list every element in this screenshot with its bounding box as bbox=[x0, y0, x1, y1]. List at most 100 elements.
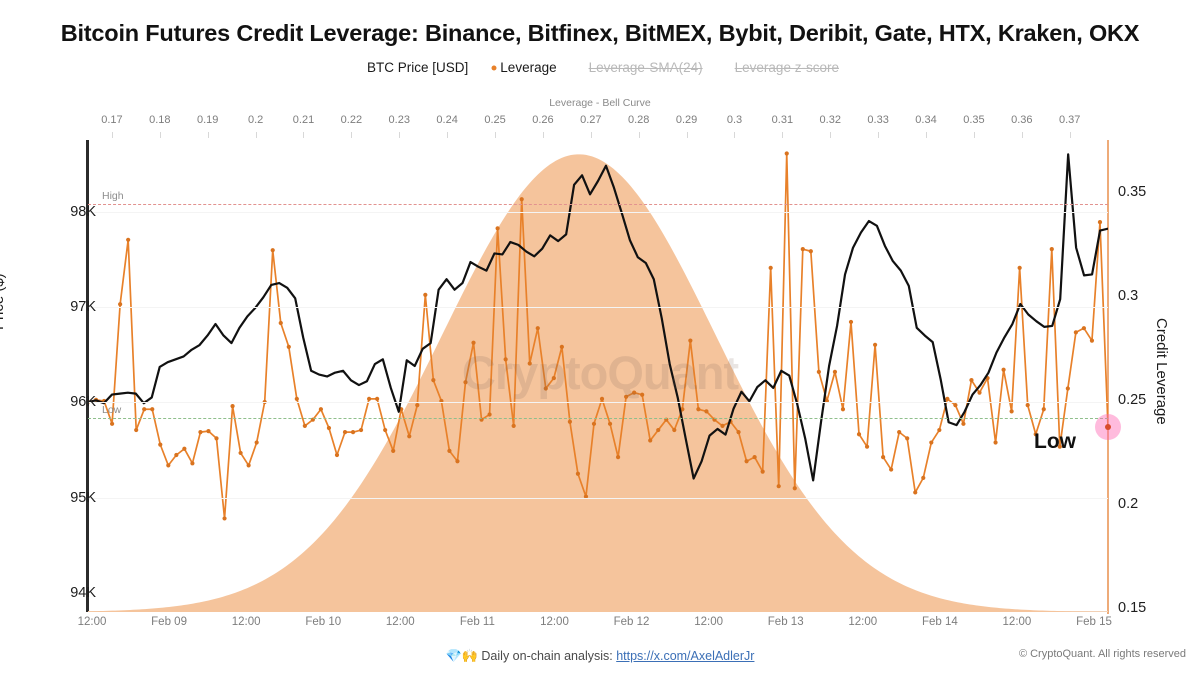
leverage-data-point bbox=[334, 452, 340, 458]
leverage-data-point bbox=[302, 423, 307, 428]
leverage-data-point bbox=[431, 378, 436, 383]
leverage-data-point bbox=[206, 429, 211, 434]
right-axis-tick-label: 0.2 bbox=[1118, 495, 1139, 512]
top-axis-tick-mark bbox=[734, 132, 736, 138]
leverage-data-point bbox=[784, 151, 789, 156]
leverage-data-point bbox=[720, 423, 725, 428]
leverage-data-point bbox=[511, 423, 516, 428]
bottom-axis-tick-label: 12:00 bbox=[77, 616, 107, 628]
top-axis-tick-mark bbox=[1069, 132, 1071, 138]
top-axis-tick-mark bbox=[159, 132, 161, 138]
leverage-data-point bbox=[222, 516, 227, 521]
left-axis-tick-label: 96K bbox=[70, 394, 96, 411]
right-axis-spine bbox=[1107, 140, 1110, 614]
leverage-data-point bbox=[688, 338, 693, 343]
footer-credit: 💎🙌 Daily on-chain analysis: https://x.co… bbox=[0, 648, 1200, 664]
top-axis-tick-mark bbox=[207, 132, 209, 138]
bottom-axis-tick-label: 12:00 bbox=[848, 616, 878, 628]
leverage-data-point bbox=[856, 432, 862, 437]
top-axis-title: Leverage - Bell Curve bbox=[549, 97, 651, 109]
leverage-data-point bbox=[615, 454, 621, 460]
leverage-data-point bbox=[367, 396, 372, 401]
threshold-line-high bbox=[88, 203, 1108, 205]
bell-curve-area bbox=[88, 154, 1108, 612]
top-axis-tick-mark bbox=[399, 132, 401, 138]
leverage-data-point bbox=[270, 248, 275, 253]
top-axis-tick-label: 0.33 bbox=[867, 114, 889, 126]
legend-label: Leverage bbox=[500, 60, 557, 75]
leverage-data-point bbox=[744, 459, 749, 464]
legend-item-1[interactable]: Leverage bbox=[491, 60, 557, 75]
bottom-axis-tick-label: Feb 11 bbox=[459, 616, 495, 628]
leverage-data-point bbox=[1049, 247, 1054, 252]
bottom-axis-tick-label: 12:00 bbox=[385, 616, 415, 628]
leverage-data-point bbox=[126, 237, 131, 242]
left-axis-tick-label: 94K bbox=[70, 584, 96, 601]
leverage-data-point bbox=[672, 427, 677, 433]
leverage-data-point bbox=[752, 454, 757, 460]
leverage-data-point bbox=[953, 403, 958, 408]
leverage-data-point bbox=[214, 436, 219, 441]
top-axis-tick-mark bbox=[542, 132, 544, 138]
left-axis-label: Price ($) bbox=[0, 273, 7, 330]
top-axis-tick-label: 0.29 bbox=[675, 114, 698, 126]
left-axis-tick-label: 95K bbox=[70, 489, 96, 506]
leverage-data-point bbox=[800, 247, 805, 252]
leverage-data-point bbox=[495, 226, 500, 231]
leverage-data-point bbox=[599, 396, 605, 401]
top-axis-tick-label: 0.22 bbox=[340, 114, 363, 126]
bottom-axis-tick-label: 12:00 bbox=[231, 616, 261, 628]
bottom-axis-tick-label: Feb 10 bbox=[305, 616, 342, 628]
leverage-data-point bbox=[198, 430, 203, 435]
leverage-data-point bbox=[118, 302, 123, 307]
leverage-data-point bbox=[278, 320, 283, 326]
top-axis-tick-mark bbox=[1021, 132, 1023, 138]
footer-link[interactable]: https://x.com/AxelAdlerJr bbox=[616, 649, 755, 663]
leverage-data-point bbox=[776, 484, 781, 489]
leverage-data-point bbox=[415, 403, 420, 408]
top-axis-tick-label: 0.31 bbox=[771, 114, 794, 126]
bottom-axis-tick-label: 12:00 bbox=[1002, 616, 1032, 628]
leverage-data-point bbox=[792, 486, 797, 491]
leverage-data-point bbox=[1009, 409, 1014, 414]
leverage-data-point bbox=[632, 390, 637, 395]
leverage-data-point bbox=[1081, 326, 1087, 331]
leverage-data-point bbox=[696, 407, 701, 412]
threshold-label-high: High bbox=[102, 189, 124, 202]
leverage-data-point bbox=[607, 421, 613, 426]
top-axis: 0.17 0.18 0.19 0.2 0.21 0.22 0.23 0.24 0.25 0.26 0… bbox=[0, 114, 1200, 140]
btc-price-line bbox=[88, 153, 1108, 482]
leverage-data-point bbox=[559, 344, 564, 349]
leverage-data-point bbox=[808, 249, 813, 254]
bottom-axis-tick-label: Feb 13 bbox=[767, 616, 804, 628]
leverage-data-point bbox=[423, 292, 428, 298]
leverage-data-point bbox=[294, 396, 299, 401]
leverage-data-point bbox=[238, 450, 243, 456]
top-axis-tick-label: 0.3 bbox=[726, 114, 743, 126]
leverage-data-point bbox=[383, 427, 388, 433]
top-axis-tick-label: 0.2 bbox=[247, 114, 264, 126]
top-axis-tick-label: 0.37 bbox=[1058, 114, 1081, 126]
leverage-data-point bbox=[840, 407, 846, 412]
leverage-data-point bbox=[1041, 407, 1046, 412]
threshold-label-low: Low bbox=[102, 404, 122, 417]
leverage-data-point bbox=[656, 427, 661, 433]
leverage-data-point bbox=[463, 380, 468, 385]
leverage-data-point bbox=[736, 430, 741, 435]
leverage-data-point bbox=[1025, 403, 1030, 408]
leverage-data-point bbox=[190, 461, 195, 466]
right-axis-tick-label: 0.25 bbox=[1118, 391, 1147, 408]
legend-item-3[interactable]: Leverage z-score bbox=[729, 60, 839, 75]
top-axis-tick-label: 0.19 bbox=[196, 114, 219, 126]
leverage-data-point bbox=[503, 357, 508, 362]
left-axis-tick-label: 98K bbox=[70, 203, 96, 220]
leverage-data-point bbox=[567, 419, 572, 424]
legend-item-2[interactable]: Leverage-SMA(24) bbox=[583, 60, 703, 75]
top-axis-tick-label: 0.32 bbox=[819, 114, 841, 126]
leverage-data-point bbox=[447, 448, 452, 453]
bottom-axis-tick-label: Feb 15 bbox=[1076, 616, 1112, 628]
legend-item-0[interactable]: BTC Price [USD] bbox=[361, 60, 468, 75]
gridline bbox=[88, 402, 1108, 404]
leverage-data-point bbox=[832, 369, 838, 374]
